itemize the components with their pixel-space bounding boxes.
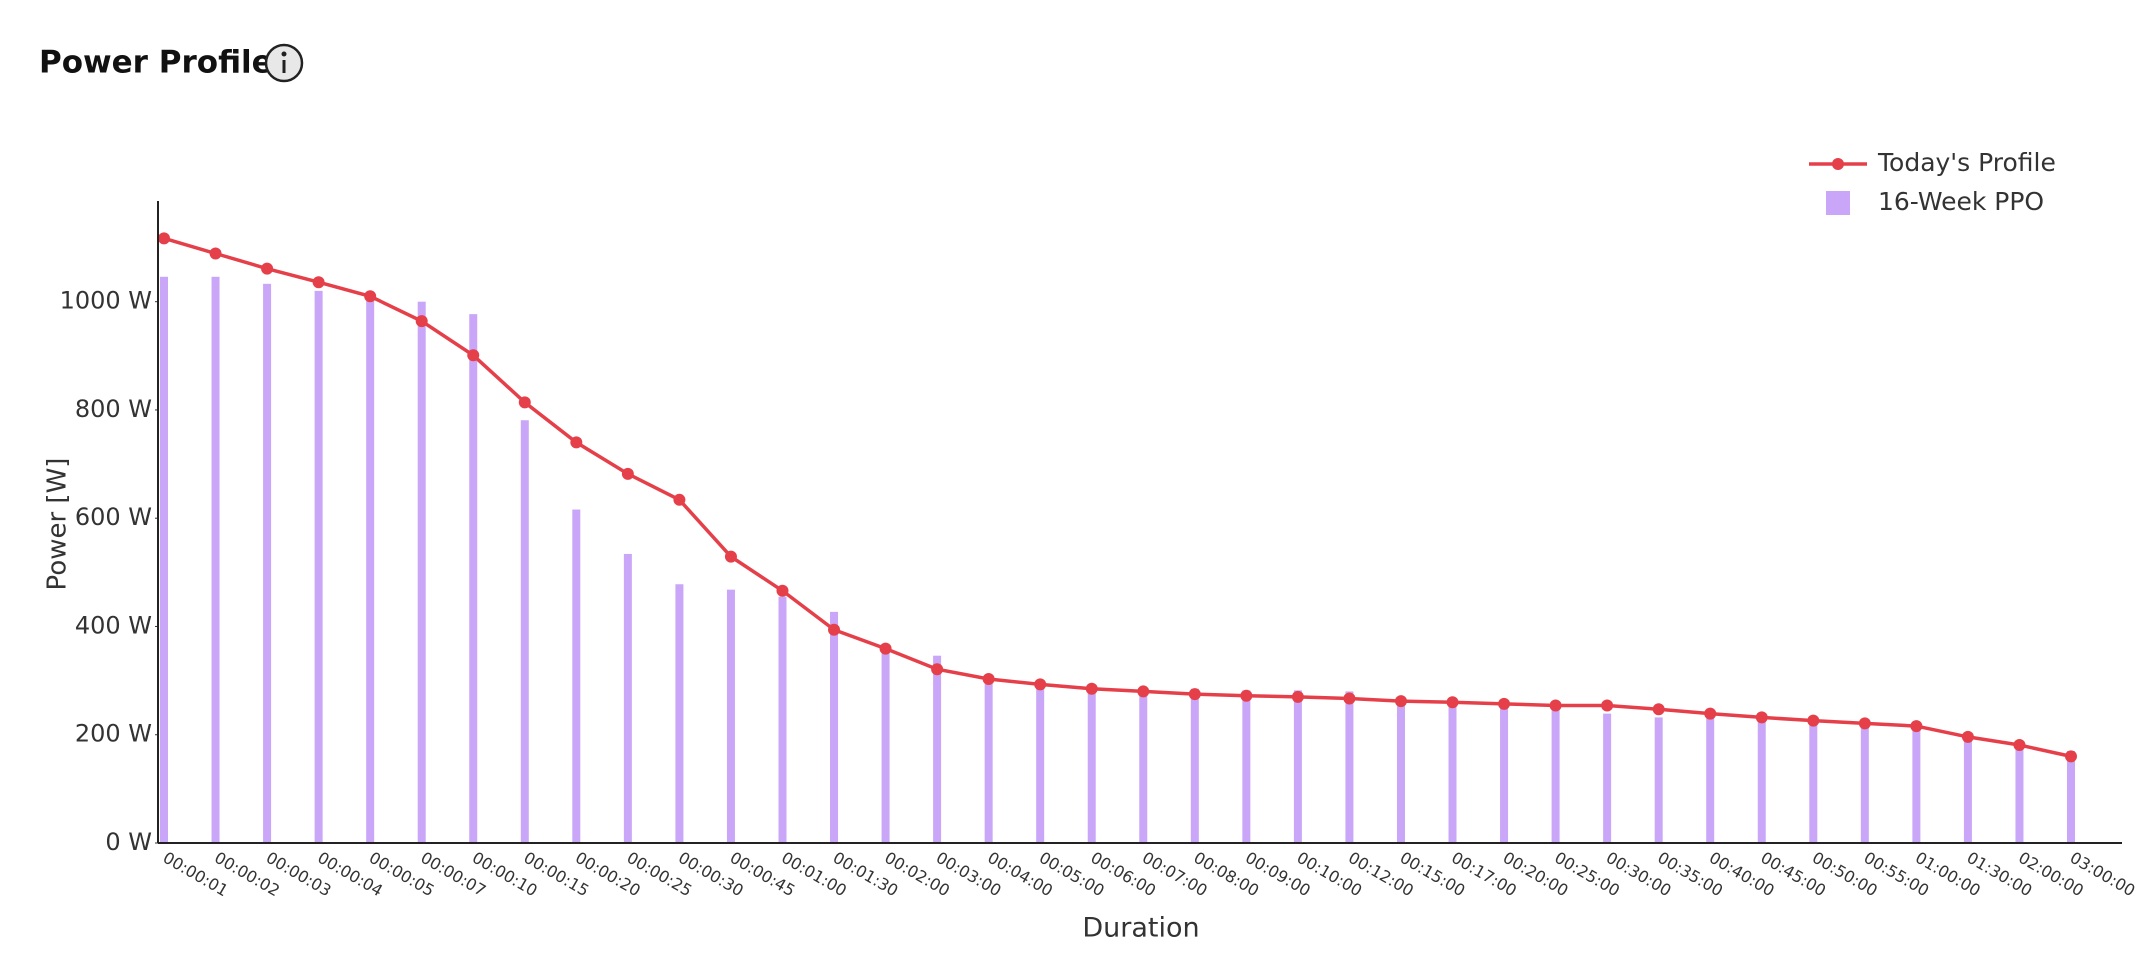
point: [1137, 685, 1150, 698]
bar: [623, 553, 632, 843]
bar: [1603, 713, 1612, 843]
x-axis-title: Duration: [1082, 913, 1199, 944]
bar: [726, 589, 735, 843]
point: [518, 396, 531, 409]
point: [1910, 720, 1923, 733]
point: [2013, 739, 2026, 752]
line: [163, 236, 2072, 759]
point: [312, 276, 325, 289]
bar: [1087, 690, 1096, 843]
bar: [1860, 721, 1869, 843]
point: [364, 290, 377, 303]
point: [982, 672, 995, 685]
bar: [1396, 698, 1405, 843]
point: [1240, 689, 1253, 702]
bar: [263, 283, 272, 843]
y-tick-label: 0 W: [105, 828, 152, 856]
chart-title: Power Profile: [39, 45, 273, 81]
bar: [366, 297, 375, 843]
bar: [1242, 690, 1251, 843]
bar: [1139, 688, 1148, 843]
bar: [1963, 735, 1972, 843]
bar: [1551, 705, 1560, 843]
point: [1601, 699, 1614, 712]
y-tick-label: 400 W: [75, 611, 152, 639]
bar: [417, 301, 426, 843]
point: [1291, 690, 1304, 703]
point: [1704, 707, 1717, 720]
bar: [1757, 714, 1766, 843]
bar: [1809, 717, 1818, 843]
bar: [984, 675, 993, 843]
bar: [675, 584, 684, 843]
point: [1498, 697, 1511, 710]
point: [673, 493, 686, 506]
bar: [1190, 688, 1199, 843]
point: [621, 467, 634, 480]
point: [776, 584, 789, 597]
bar: [1654, 717, 1663, 843]
bar: [778, 596, 787, 843]
bar: [1293, 690, 1302, 843]
point: [570, 436, 583, 449]
legend-marker: [1826, 191, 1850, 215]
bar: [1706, 709, 1715, 843]
y-tick-label: 600 W: [75, 503, 152, 531]
bar: [2015, 746, 2024, 843]
y-axis-title: Power [W]: [43, 458, 73, 591]
point: [209, 247, 222, 260]
point: [415, 315, 428, 328]
point: [1188, 688, 1201, 701]
bar: [1036, 684, 1045, 843]
point: [1807, 714, 1820, 727]
point: [158, 232, 170, 245]
point: [261, 262, 274, 275]
legend-label: 16-Week PPO: [1878, 187, 2044, 216]
point: [1858, 717, 1871, 730]
bar: [2067, 750, 2075, 843]
point: [1034, 678, 1047, 691]
point: [1549, 699, 1562, 712]
bar: [1345, 691, 1354, 843]
bar: [572, 509, 581, 843]
legend-label: Today's Profile: [1877, 148, 2056, 177]
point: [724, 550, 737, 563]
bar: [933, 655, 942, 843]
point: [828, 623, 841, 636]
point: [879, 642, 892, 655]
bar: [160, 276, 168, 843]
bar: [1912, 724, 1921, 843]
bar: [520, 420, 529, 843]
point: [1652, 703, 1665, 716]
bar: [1500, 705, 1509, 843]
point: [1085, 682, 1098, 695]
y-tick-label: 1000 W: [60, 287, 152, 315]
bar: [314, 290, 323, 843]
point: [1755, 711, 1768, 724]
bar: [881, 648, 890, 843]
info-icon[interactable]: [264, 43, 304, 83]
bar: [830, 611, 839, 843]
point: [467, 349, 480, 362]
point: [1446, 696, 1459, 709]
y-tick-label: 200 W: [75, 720, 152, 748]
point: [1343, 692, 1356, 705]
point: [2065, 750, 2077, 763]
y-tick-label: 800 W: [75, 395, 152, 423]
point: [1961, 730, 1974, 743]
bar: [1448, 701, 1457, 843]
bar: [211, 276, 220, 843]
point: [1394, 695, 1407, 708]
legend-marker: [1832, 158, 1844, 170]
bar: [469, 314, 478, 844]
point: [931, 663, 944, 676]
